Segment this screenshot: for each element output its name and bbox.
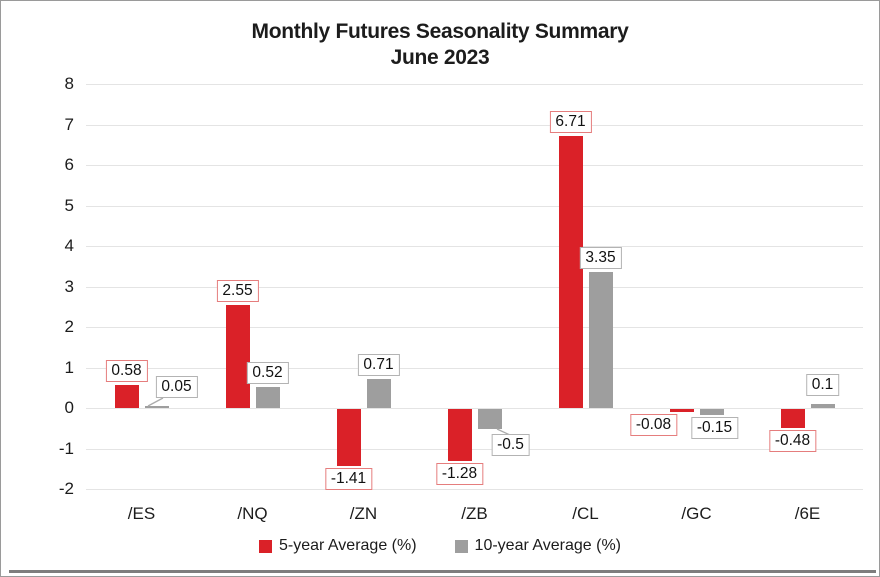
category-label: /6E (794, 504, 821, 523)
legend-swatch-10yr-icon (454, 539, 468, 553)
bar (225, 304, 250, 408)
gridline (86, 327, 863, 328)
chart-title: Monthly Futures Seasonality Summary (251, 20, 629, 43)
gridline (86, 84, 863, 85)
bar (255, 386, 280, 408)
bar-value-label: 3.35 (579, 247, 622, 270)
gridline (86, 165, 863, 166)
y-axis-tick-label: 8 (64, 74, 74, 93)
bar-value-label: -0.48 (768, 430, 817, 453)
bar (558, 136, 583, 408)
gridline (86, 408, 863, 409)
bar-value-label: 0.52 (246, 361, 289, 384)
bar (810, 403, 835, 408)
category-label: /ZN (349, 504, 378, 523)
y-axis-tick-label: 4 (64, 236, 74, 255)
bar-value-label: 0.05 (155, 375, 198, 398)
y-axis-tick-label: 7 (64, 114, 74, 134)
bar-value-label: 0.1 (805, 373, 840, 396)
legend-swatch-5yr-icon (259, 539, 272, 553)
category-label: /ES (127, 504, 156, 523)
y-axis-tick-label: 2 (64, 317, 74, 336)
category-label: /CL (572, 504, 599, 523)
bar-value-label: -0.5 (491, 434, 530, 457)
bar-value-label: 6.71 (549, 111, 592, 134)
bar (447, 409, 472, 461)
bar (669, 409, 694, 413)
bar-value-label: -1.28 (435, 462, 484, 485)
bar-value-label: -0.15 (690, 417, 739, 440)
bar (780, 409, 805, 429)
gridline (86, 367, 863, 369)
gridline (86, 448, 863, 450)
bar (114, 384, 139, 408)
legend: 5-year Average (%) 10-year Average (%) (1, 537, 879, 555)
legend-item-10yr-average: 10-year Average (%) (454, 537, 621, 555)
y-axis-tick-label: 3 (64, 276, 74, 296)
bar (588, 272, 613, 408)
legend-label-10yr: 10-year Average (%) (474, 537, 621, 554)
bar-value-label: -0.08 (629, 414, 678, 437)
legend-item-5yr-average: 5-year Average (%) (259, 537, 417, 555)
legend-label-5yr: 5-year Average (%) (279, 537, 417, 554)
y-axis-tick-label: 6 (64, 155, 74, 174)
bar-value-label: 0.58 (105, 359, 148, 382)
bar (477, 409, 502, 430)
y-axis-tick-label: 1 (64, 357, 74, 377)
gridline (86, 286, 863, 288)
bar-value-label: 2.55 (216, 279, 259, 302)
category-label: /NQ (237, 504, 268, 523)
bar (144, 405, 169, 408)
y-axis-tick-label: 5 (64, 195, 74, 215)
bar (336, 409, 361, 467)
category-label: /ZB (461, 504, 488, 523)
title-block: Monthly Futures Seasonality Summary June… (1, 19, 879, 71)
y-axis-tick-label: -1 (58, 438, 74, 458)
bar (699, 409, 724, 416)
bar-value-label: 0.71 (357, 354, 400, 377)
y-axis-tick-label: -2 (58, 479, 74, 498)
gridline (86, 124, 863, 126)
bar (366, 379, 391, 408)
y-axis-tick-label: 0 (64, 398, 74, 417)
chart-subtitle: June 2023 (390, 46, 490, 69)
category-label: /GC (681, 504, 712, 523)
gridline (86, 489, 863, 490)
bottom-divider (9, 570, 876, 573)
gridline (86, 246, 863, 247)
bar-value-label: -1.41 (324, 468, 373, 491)
gridline (86, 205, 863, 207)
